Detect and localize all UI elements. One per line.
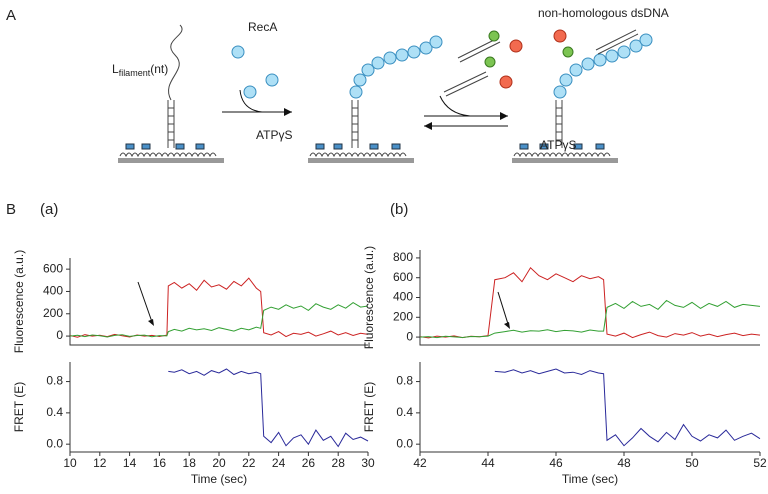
y-tick-label: 200: [393, 309, 413, 323]
y-tick-label: 400: [43, 284, 63, 298]
x-tick-label: 44: [481, 456, 495, 470]
y-tick-label: 800: [393, 250, 413, 264]
y-axis-label: Fluorescence (a.u.): [12, 250, 26, 353]
schematic: [118, 24, 653, 163]
x-tick-label: 18: [183, 456, 197, 470]
x-tick-label: 16: [153, 456, 167, 470]
trace: [69, 277, 369, 338]
y-axis-label: FRET (E): [12, 382, 26, 432]
y-axis-label: Fluorescence (a.u.): [362, 246, 376, 349]
panel-label: (a): [40, 201, 58, 218]
arrow: [497, 291, 509, 325]
y-tick-label: 0.4: [46, 405, 63, 419]
arrow: [137, 281, 153, 323]
x-tick-label: 30: [361, 456, 375, 470]
trace: [168, 368, 369, 448]
y-tick-label: 0.0: [46, 436, 63, 450]
y-tick-label: 200: [43, 306, 63, 320]
y-tick-label: 600: [393, 270, 413, 284]
axis: [419, 250, 760, 346]
x-tick-label: 50: [685, 456, 699, 470]
x-tick-label: 12: [93, 456, 107, 470]
competitor-label: non-homologous dsDNA: [538, 6, 669, 20]
y-tick-label: 600: [43, 261, 63, 275]
y-tick-label: 0: [406, 329, 413, 343]
x-tick-label: 46: [549, 456, 563, 470]
x-tick-label: 52: [753, 456, 767, 470]
axis: [69, 362, 368, 453]
y-axis-label: FRET (E): [362, 382, 376, 432]
trace: [419, 267, 761, 339]
y-tick-label: 0.4: [396, 405, 413, 419]
x-axis-label: Time (sec): [191, 472, 247, 486]
y-tick-label: 0: [56, 328, 63, 342]
length-main: L: [112, 62, 119, 76]
trace: [494, 368, 761, 447]
cofactor-label: ATPγS: [540, 138, 576, 152]
trace: [69, 301, 369, 338]
panel-label: B: [6, 201, 16, 218]
filament-length-label: Lfilament(nt): [112, 62, 168, 78]
protein-label: RecA: [248, 20, 277, 34]
x-tick-label: 42: [413, 456, 427, 470]
y-tick-label: 0.0: [396, 436, 413, 450]
trace: [419, 299, 761, 339]
y-tick-label: 0.8: [396, 374, 413, 388]
y-tick-label: 400: [393, 290, 413, 304]
panel-label: A: [6, 7, 16, 24]
x-axis-label: Time (sec): [562, 472, 618, 486]
x-tick-label: 48: [617, 456, 631, 470]
x-tick-label: 10: [63, 456, 77, 470]
cofactor-label: ATPγS: [256, 128, 292, 142]
x-tick-label: 20: [212, 456, 226, 470]
arrow-head: [504, 322, 510, 329]
x-tick-label: 14: [123, 456, 137, 470]
arrow-head: [148, 319, 154, 326]
axis: [419, 362, 760, 453]
x-tick-label: 22: [242, 456, 256, 470]
panel-label: (b): [390, 201, 408, 218]
y-tick-label: 0.8: [46, 374, 63, 388]
length-unit: (nt): [150, 62, 168, 76]
x-tick-label: 24: [272, 456, 286, 470]
length-sub: filament: [119, 68, 151, 78]
x-tick-label: 28: [332, 456, 346, 470]
x-tick-label: 26: [302, 456, 316, 470]
axis: [69, 258, 368, 346]
